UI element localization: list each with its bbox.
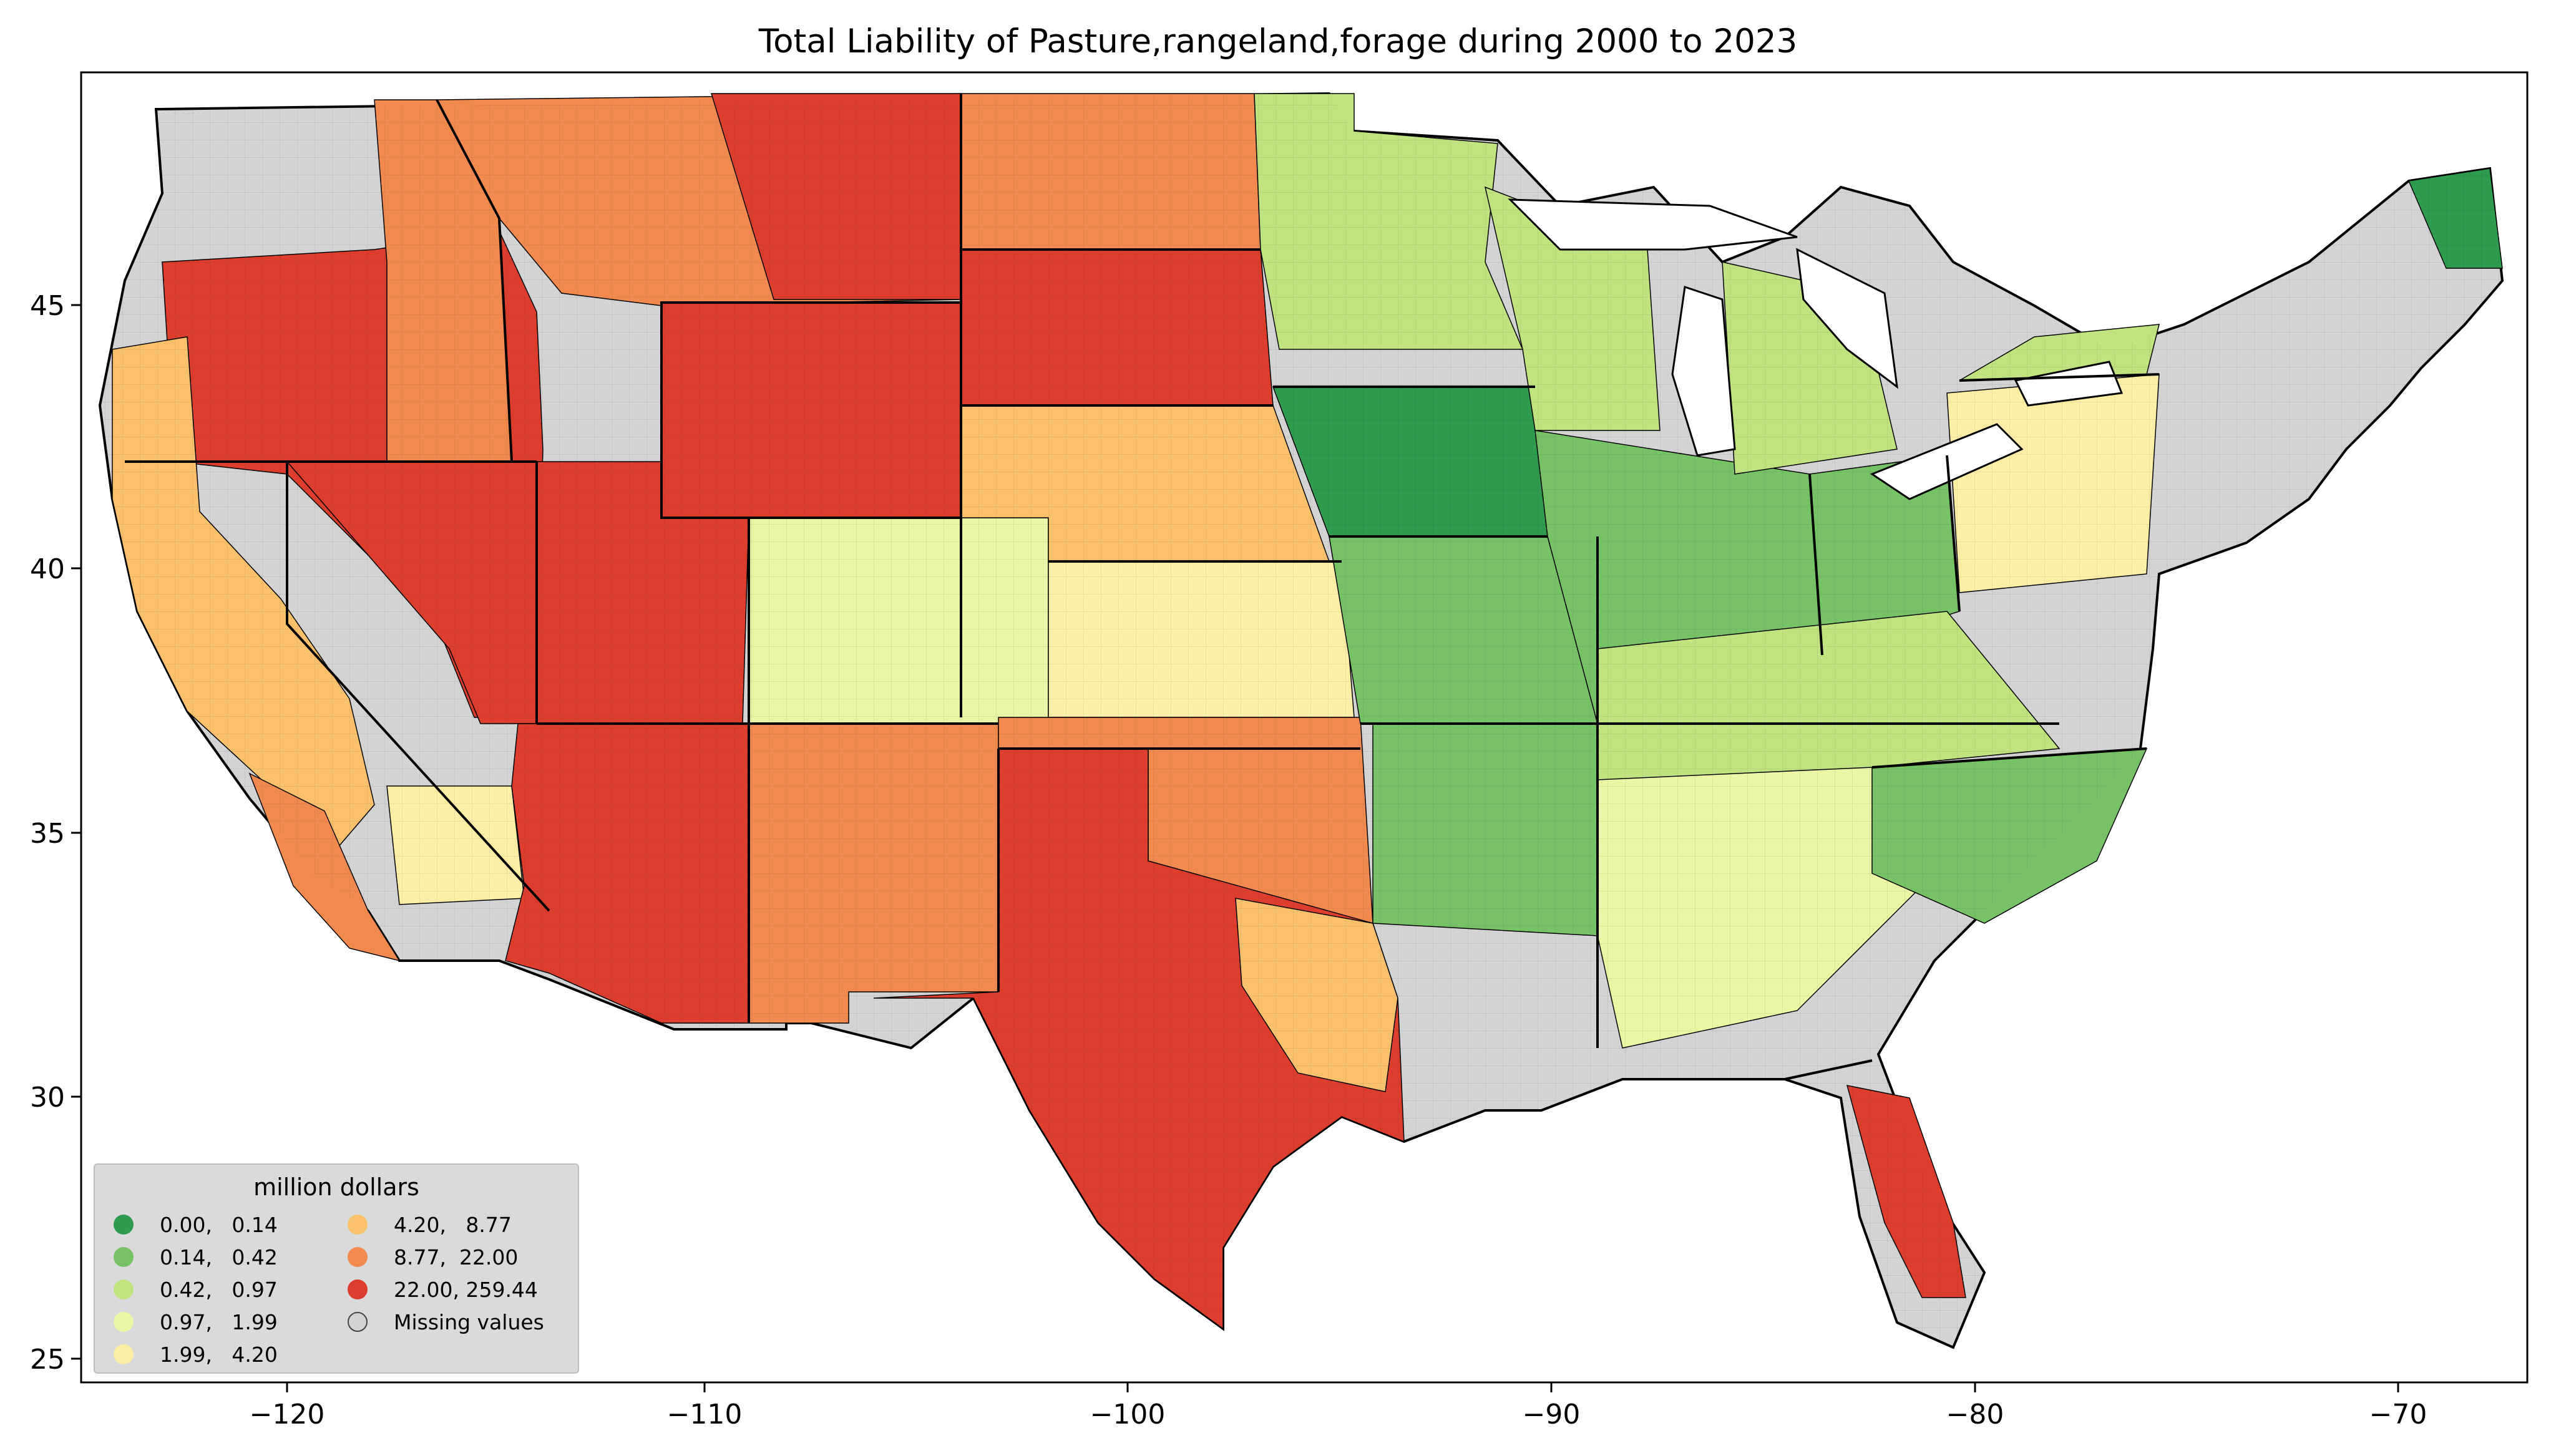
y-tick-label: 25	[30, 1344, 65, 1376]
legend-swatch	[348, 1312, 368, 1332]
y-tick-label: 40	[30, 553, 65, 585]
legend-column-1: 0.00, 0.14 0.14, 0.42 0.42, 0.97 0.97, 1…	[114, 1208, 278, 1371]
legend-swatch	[114, 1215, 134, 1235]
legend-item: 8.77, 22.00	[348, 1241, 544, 1273]
legend-swatch	[114, 1344, 134, 1364]
y-axis	[71, 304, 81, 1360]
y-tick-label: 30	[30, 1082, 65, 1114]
x-axis	[286, 1382, 2399, 1392]
legend-label: 22.00, 259.44	[394, 1277, 538, 1302]
legend-label: Missing values	[394, 1309, 544, 1334]
legend: million dollars 0.00, 0.14 0.14, 0.42 0.…	[94, 1163, 579, 1374]
county-lines	[100, 94, 2502, 1347]
legend-item: 4.20, 8.77	[348, 1208, 544, 1241]
legend-label: 0.00, 0.14	[160, 1212, 278, 1237]
legend-item: 0.14, 0.42	[114, 1241, 278, 1273]
legend-swatch	[348, 1215, 368, 1235]
legend-title: million dollars	[253, 1173, 419, 1201]
legend-label: 0.14, 0.42	[160, 1245, 278, 1269]
legend-column-2: 4.20, 8.77 8.77, 22.00 22.00, 259.44 Mis…	[348, 1208, 544, 1338]
legend-item: 0.00, 0.14	[114, 1208, 278, 1241]
us-map	[98, 92, 2504, 1349]
legend-item: 0.97, 1.99	[114, 1306, 278, 1338]
x-tick-label: −70	[2369, 1399, 2427, 1430]
legend-item: 22.00, 259.44	[348, 1273, 544, 1306]
legend-label: 0.42, 0.97	[160, 1277, 278, 1302]
legend-swatch	[348, 1247, 368, 1267]
legend-item: 1.99, 4.20	[114, 1338, 278, 1371]
legend-item: 0.42, 0.97	[114, 1273, 278, 1306]
great-lakes	[1508, 198, 2124, 500]
state-borders	[125, 94, 2160, 1080]
x-tick-label: −80	[1946, 1399, 2004, 1430]
legend-label: 1.99, 4.20	[160, 1342, 278, 1367]
legend-item: Missing values	[348, 1306, 544, 1338]
legend-swatch	[114, 1247, 134, 1267]
legend-label: 8.77, 22.00	[394, 1245, 519, 1269]
y-tick-label: 35	[30, 818, 65, 850]
x-tick-label: −100	[1090, 1399, 1166, 1430]
legend-swatch	[114, 1279, 134, 1299]
legend-label: 4.20, 8.77	[394, 1212, 512, 1237]
map-title: Total Liability of Pasture,rangeland,for…	[758, 22, 1798, 61]
axes-frame	[80, 71, 2529, 1384]
x-tick-label: −110	[667, 1399, 743, 1430]
legend-swatch	[114, 1312, 134, 1332]
legend-label: 0.97, 1.99	[160, 1309, 278, 1334]
legend-swatch	[348, 1279, 368, 1299]
x-tick-label: −90	[1523, 1399, 1581, 1430]
x-tick-label: −120	[250, 1399, 325, 1430]
y-tick-label: 45	[30, 290, 65, 322]
